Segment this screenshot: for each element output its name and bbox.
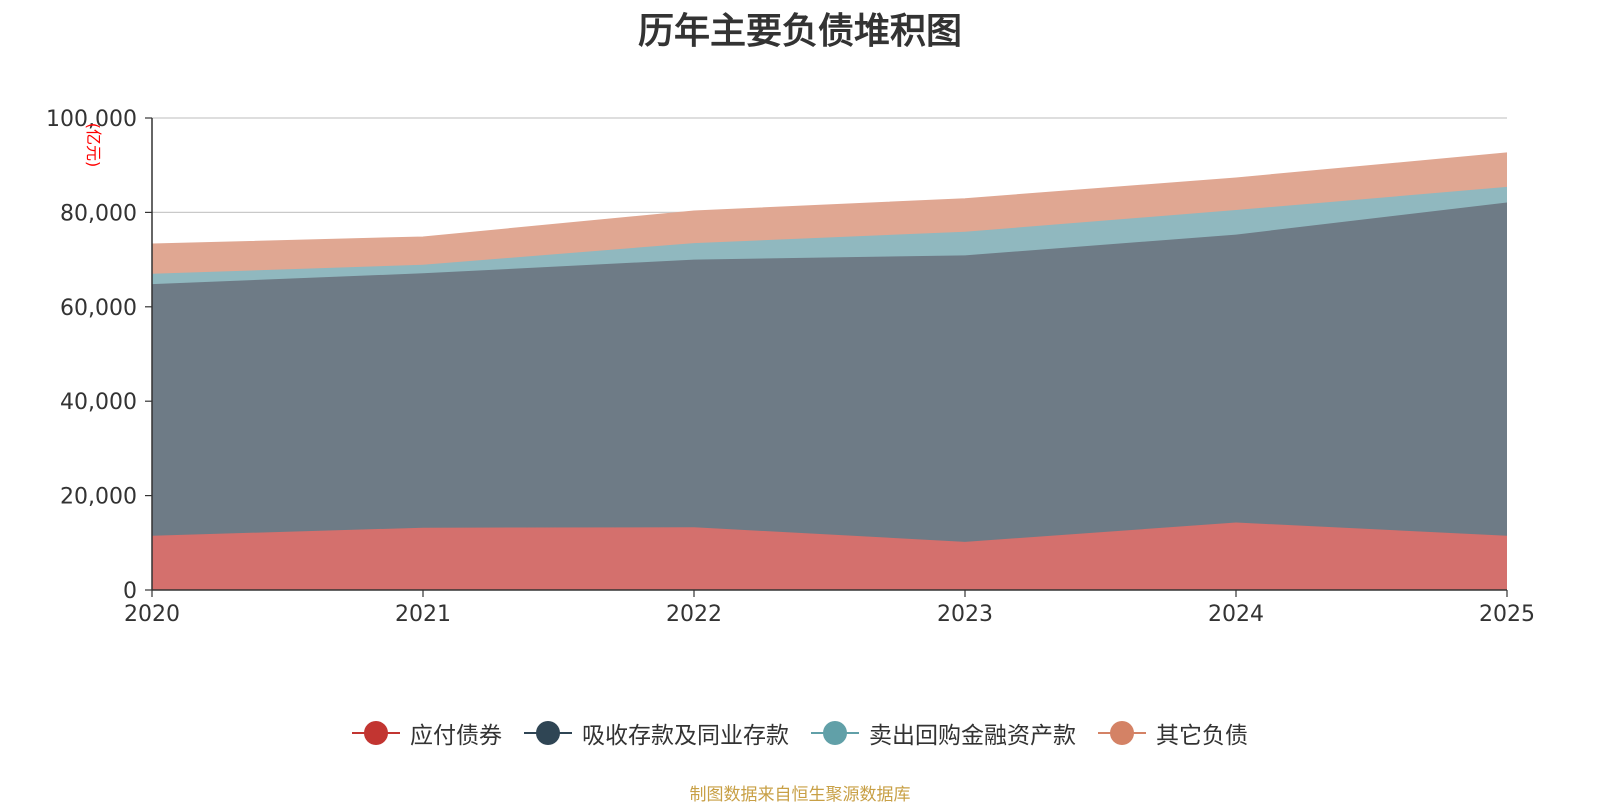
legend-label: 其它负债 [1156, 723, 1248, 749]
legend-item[interactable]: 吸收存款及同业存款 [524, 716, 789, 750]
axis-layer: 0 20,000 40,000 60,000 80,000 100,000 2020 2021… [46, 107, 1535, 627]
y-tick-label: 60,000 [60, 296, 137, 321]
y-tick-label: 0 [123, 579, 137, 604]
x-tick-label: 2023 [937, 602, 993, 627]
legend-marker-icon [811, 721, 859, 745]
chart-title: 历年主要负债堆积图 [637, 11, 962, 52]
legend-item[interactable]: 其它负债 [1098, 716, 1248, 750]
series-area-0 [152, 522, 1507, 590]
x-tick-label: 2024 [1208, 602, 1264, 627]
series-line-3 [151, 152, 1508, 245]
legend-label: 卖出回购金融资产款 [869, 723, 1076, 749]
legend: 应付债券 吸收存款及同业存款 卖出回购金融资产款 其它负债 [0, 716, 1600, 750]
legend-marker-icon [352, 721, 400, 745]
y-tick-label: 40,000 [60, 390, 137, 415]
legend-marker-icon [524, 721, 572, 745]
source-note: 制图数据来自恒生聚源数据库 [689, 785, 911, 805]
legend-label: 应付债券 [410, 723, 502, 749]
area-layer [151, 152, 1508, 590]
legend-item[interactable]: 卖出回购金融资产款 [811, 716, 1076, 750]
x-tick-label: 2020 [124, 602, 180, 627]
legend-item[interactable]: 应付债券 [352, 716, 502, 750]
x-tick-label: 2025 [1479, 602, 1535, 627]
series-area-1 [152, 202, 1507, 542]
y-tick-label: 100,000 [46, 107, 137, 132]
x-tick-label: 2022 [666, 602, 722, 627]
y-unit-label: (亿元) [84, 123, 103, 168]
y-tick-label: 20,000 [60, 485, 137, 510]
legend-label: 吸收存款及同业存款 [582, 723, 789, 749]
legend-marker-icon [1098, 721, 1146, 745]
y-tick-label: 80,000 [60, 201, 137, 226]
x-tick-label: 2021 [395, 602, 451, 627]
